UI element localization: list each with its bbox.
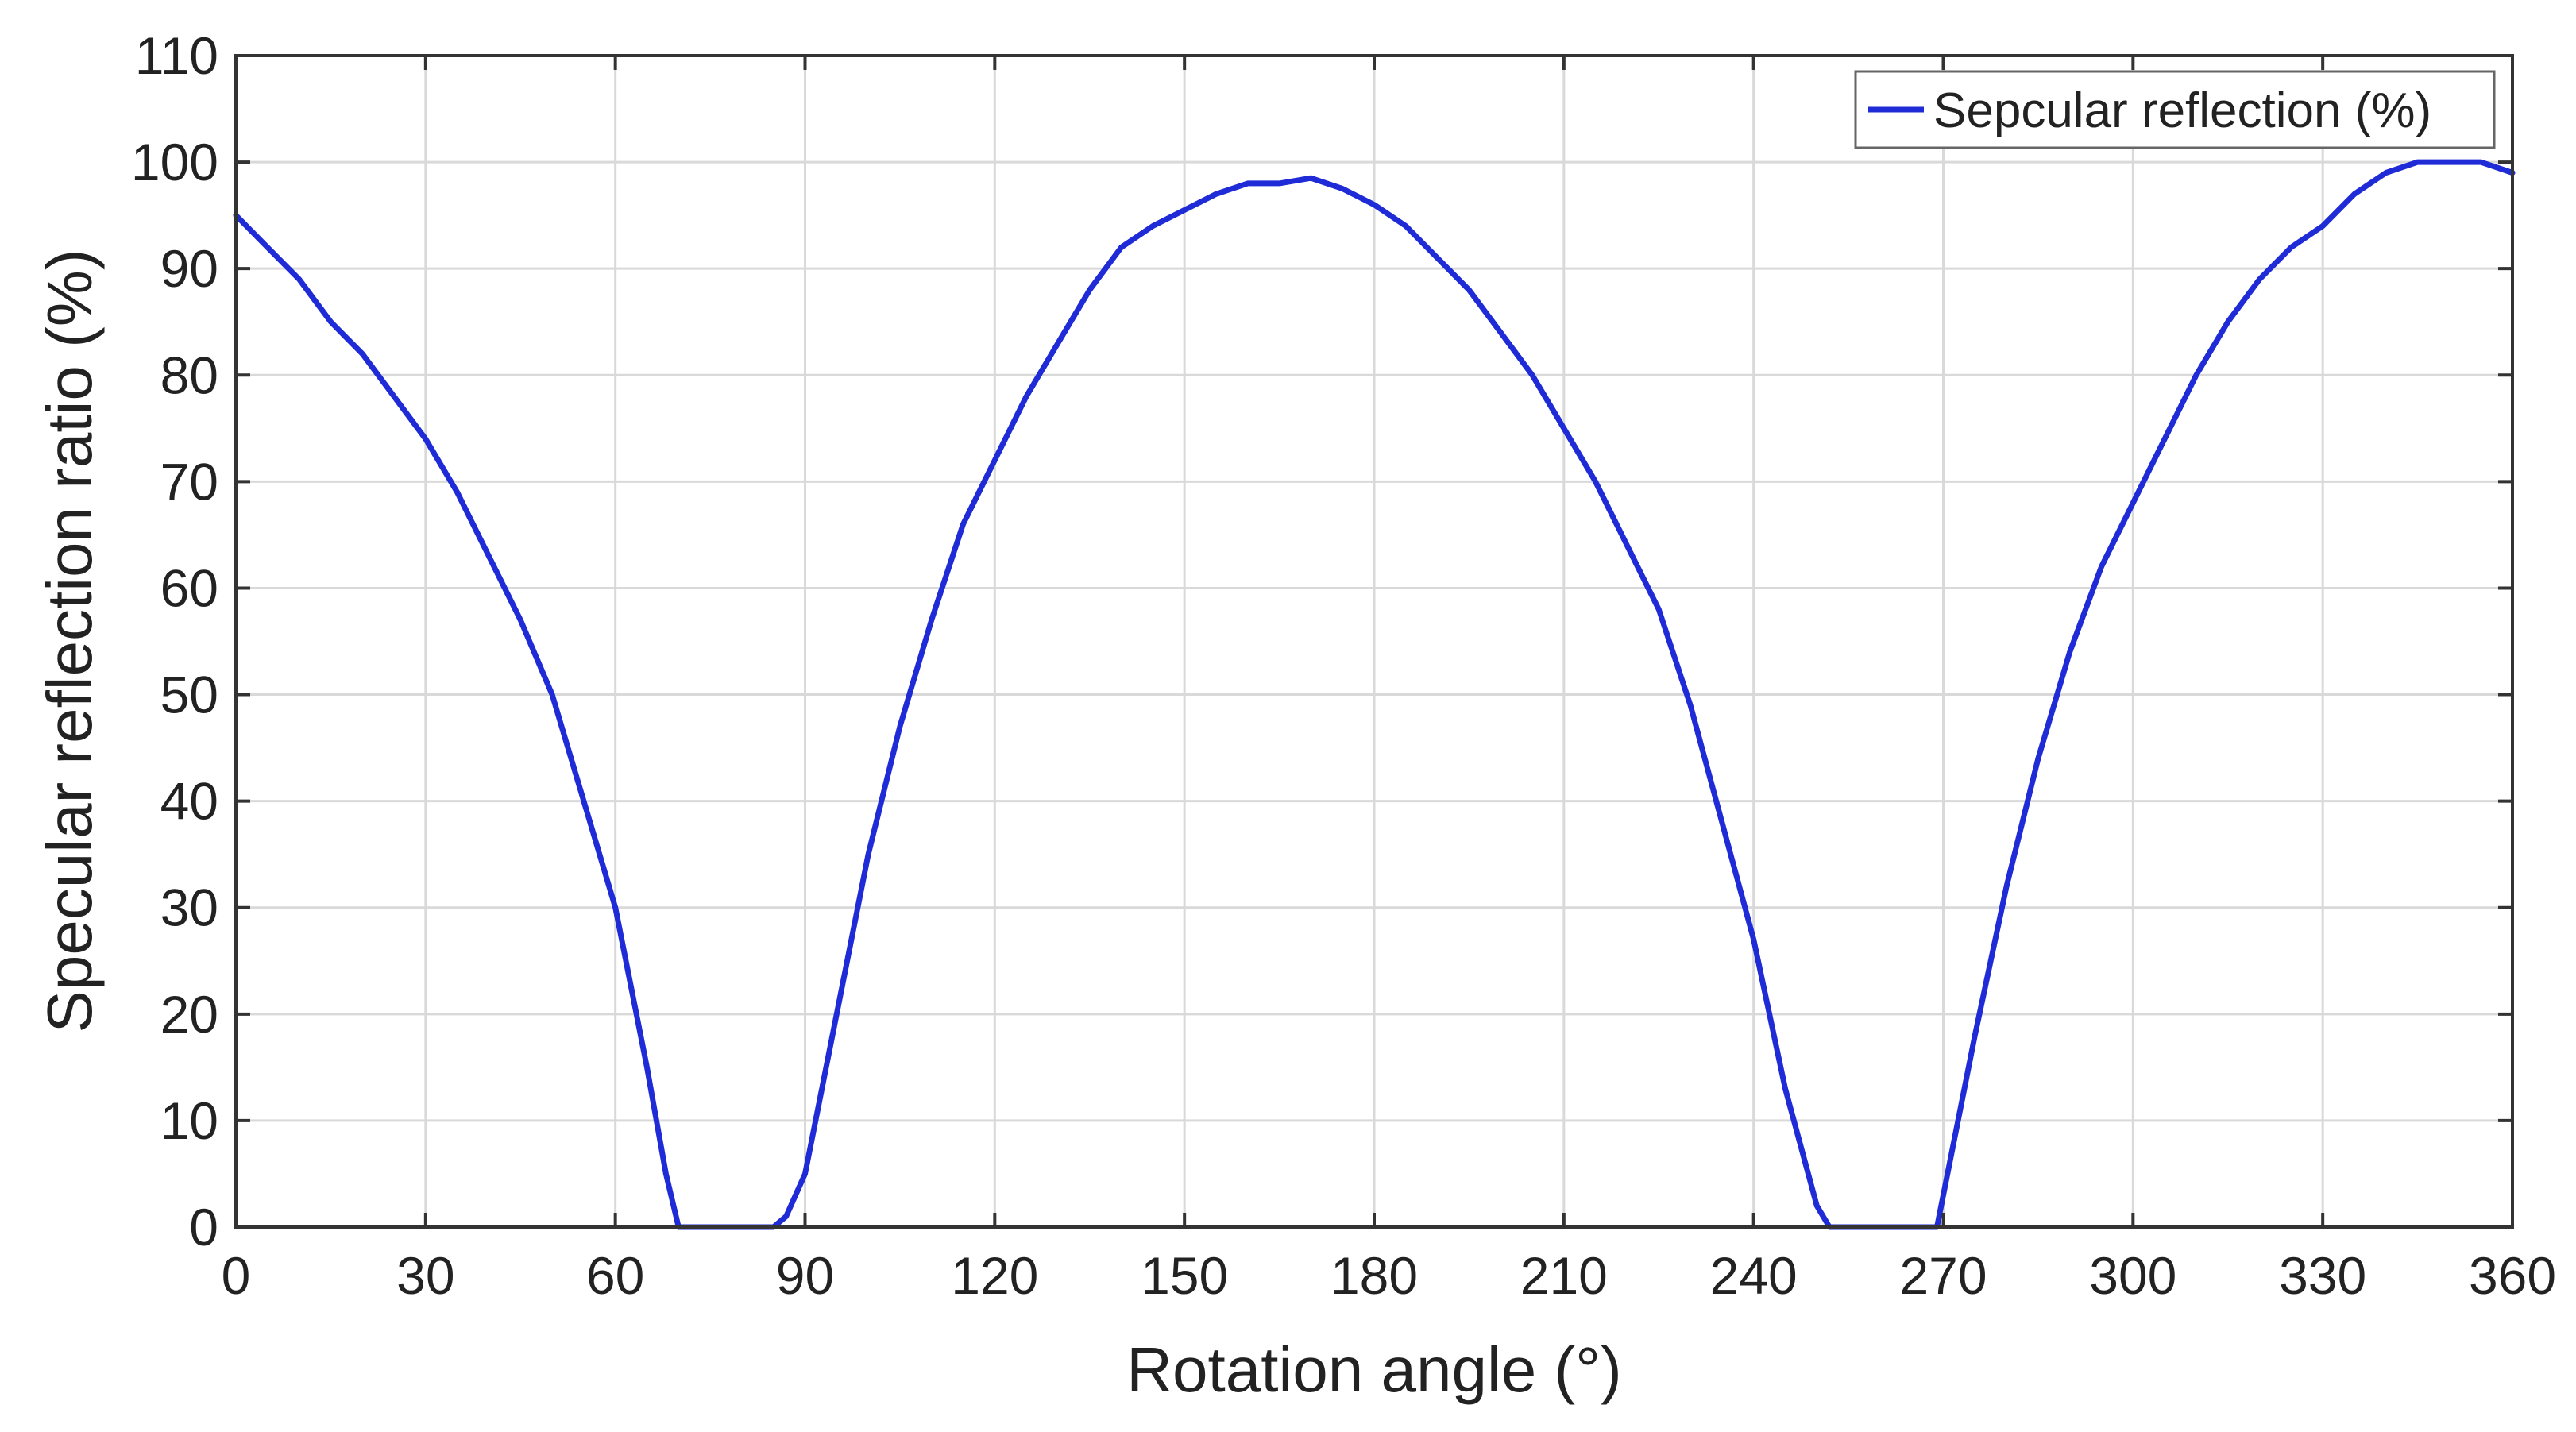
x-tick-label: 300 <box>2089 1246 2176 1305</box>
x-tick-label: 270 <box>1899 1246 1987 1305</box>
legend-entry-label: Sepcular reflection (%) <box>1933 83 2431 138</box>
x-tick-label: 240 <box>1710 1246 1798 1305</box>
y-tick-label: 0 <box>189 1198 218 1256</box>
x-tick-label: 30 <box>396 1246 454 1305</box>
y-tick-label: 30 <box>160 878 218 937</box>
y-tick-label: 40 <box>160 772 218 831</box>
ticks <box>234 54 2514 1229</box>
y-tick-labels: 0 10 20 30 40 50 60 70 80 90 100 110 <box>131 26 218 1256</box>
x-tick-label: 150 <box>1141 1246 1228 1305</box>
y-tick-label: 100 <box>131 133 218 191</box>
x-tick-label: 360 <box>2469 1246 2556 1305</box>
x-axis-title: Rotation angle (°) <box>1126 1334 1621 1405</box>
y-tick-label: 90 <box>160 239 218 298</box>
y-tick-label: 50 <box>160 666 218 724</box>
x-tick-label: 180 <box>1330 1246 1418 1305</box>
x-tick-label: 120 <box>951 1246 1038 1305</box>
x-tick-labels: 0 30 60 90 120 150 180 210 240 270 300 330 360 <box>222 1246 2556 1305</box>
x-tick-label: 0 <box>222 1246 251 1305</box>
y-tick-label: 70 <box>160 452 218 511</box>
y-axis-title: Specular reflection ratio (%) <box>34 249 105 1033</box>
y-tick-label: 110 <box>135 26 218 85</box>
y-tick-label: 20 <box>160 985 218 1044</box>
legend: Sepcular reflection (%) <box>1854 70 2496 149</box>
series-layer <box>233 159 2516 1230</box>
y-tick-label: 60 <box>160 558 218 617</box>
y-tick-label: 10 <box>160 1091 218 1150</box>
legend-box <box>1854 70 2496 149</box>
y-tick-label: 80 <box>160 345 218 404</box>
x-tick-label: 60 <box>586 1246 644 1305</box>
x-tick-label: 330 <box>2279 1246 2366 1305</box>
series-line-0 <box>233 159 2516 1230</box>
x-tick-label: 210 <box>1520 1246 1608 1305</box>
x-tick-label: 90 <box>776 1246 834 1305</box>
